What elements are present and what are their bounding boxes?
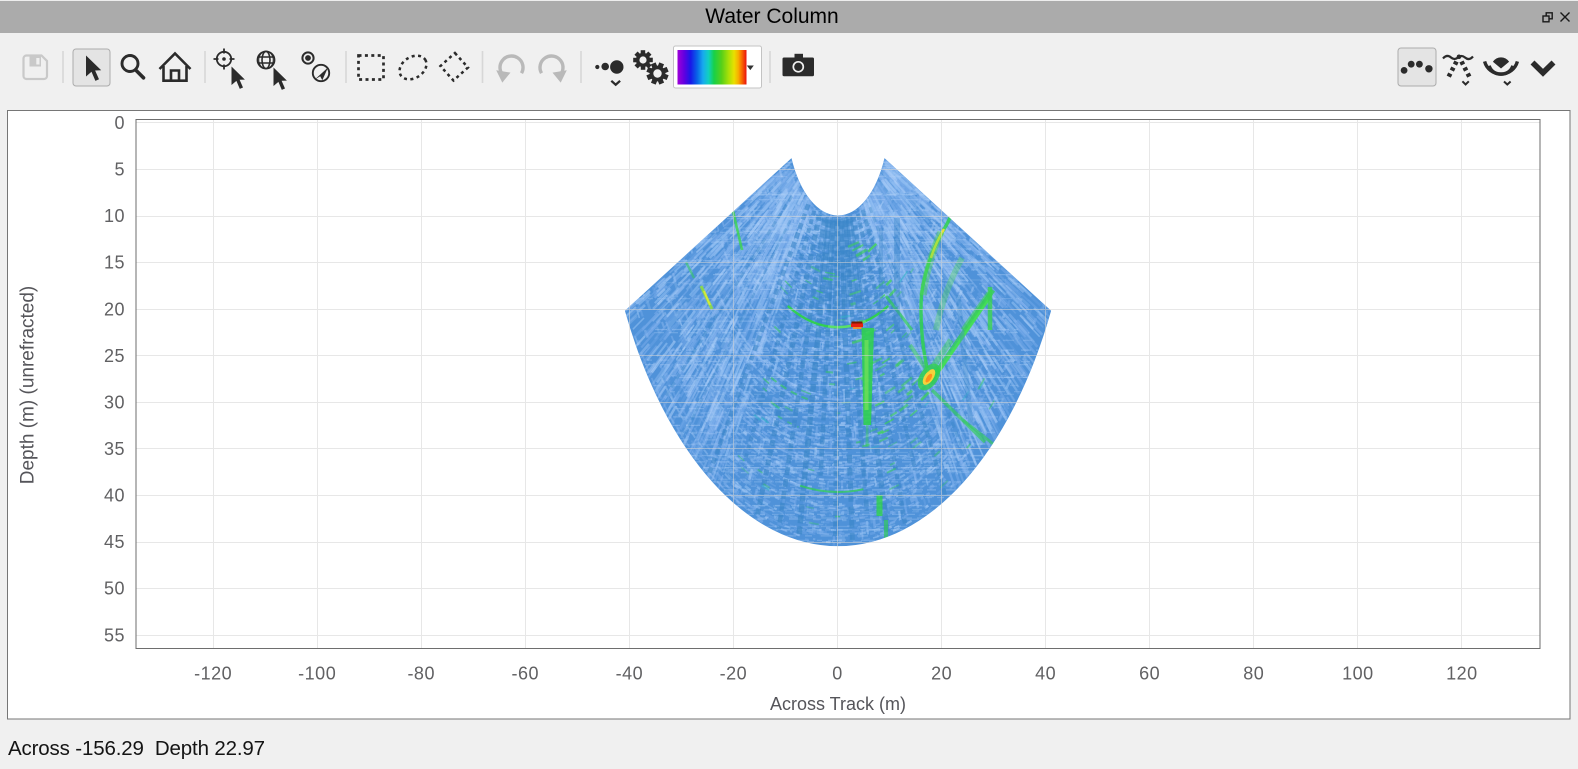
svg-text:20: 20 <box>104 299 125 319</box>
svg-text:25: 25 <box>104 346 125 366</box>
svg-text:40: 40 <box>1035 664 1056 684</box>
svg-text:-40: -40 <box>616 664 644 684</box>
svg-text:30: 30 <box>104 392 125 412</box>
svg-text:-120: -120 <box>194 664 232 684</box>
svg-text:-60: -60 <box>512 664 540 684</box>
svg-text:Across Track (m): Across Track (m) <box>770 694 906 714</box>
svg-text:80: 80 <box>1243 664 1264 684</box>
svg-text:40: 40 <box>104 486 125 506</box>
svg-text:120: 120 <box>1446 664 1478 684</box>
svg-text:45: 45 <box>104 532 125 552</box>
svg-text:50: 50 <box>104 579 125 599</box>
svg-text:10: 10 <box>104 206 125 226</box>
svg-text:20: 20 <box>931 664 952 684</box>
svg-text:0: 0 <box>832 664 843 684</box>
svg-text:35: 35 <box>104 439 125 459</box>
svg-text:5: 5 <box>114 160 125 180</box>
svg-text:0: 0 <box>114 113 125 133</box>
svg-text:15: 15 <box>104 253 125 273</box>
svg-text:100: 100 <box>1342 664 1374 684</box>
svg-text:-20: -20 <box>720 664 748 684</box>
svg-text:-80: -80 <box>407 664 435 684</box>
svg-text:Depth (m) (unrefracted): Depth (m) (unrefracted) <box>18 286 39 485</box>
svg-text:60: 60 <box>1139 664 1160 684</box>
svg-text:-100: -100 <box>298 664 336 684</box>
svg-text:55: 55 <box>104 625 125 645</box>
